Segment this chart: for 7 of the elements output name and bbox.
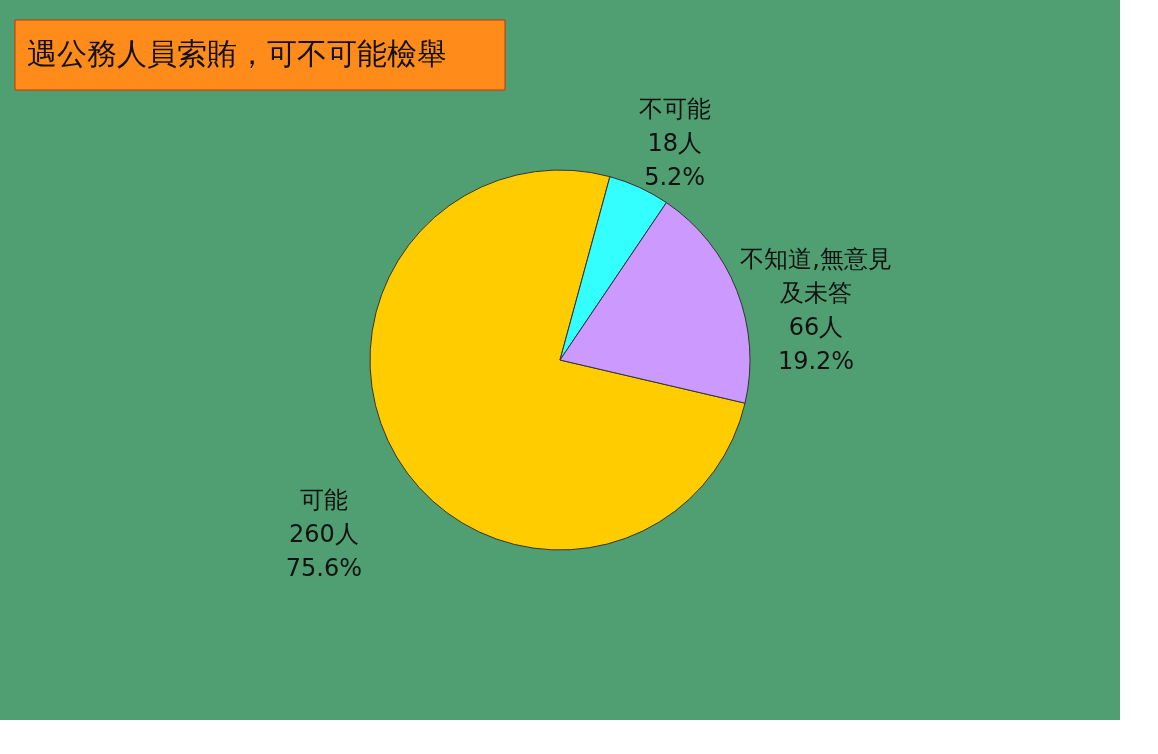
data-label: 260人 75.6% — [285, 519, 362, 582]
slice-label: 可能 — [299, 485, 348, 514]
slice-label: 不知道,無意見及未答 — [740, 244, 892, 307]
slice-label: 不可能 — [638, 95, 711, 124]
chart-title: 遇公務人員索賄，可不可能檢舉 — [27, 36, 447, 71]
data-label: 18人 5.2% — [644, 129, 706, 192]
data-label: 66人 19.2% — [777, 312, 855, 375]
